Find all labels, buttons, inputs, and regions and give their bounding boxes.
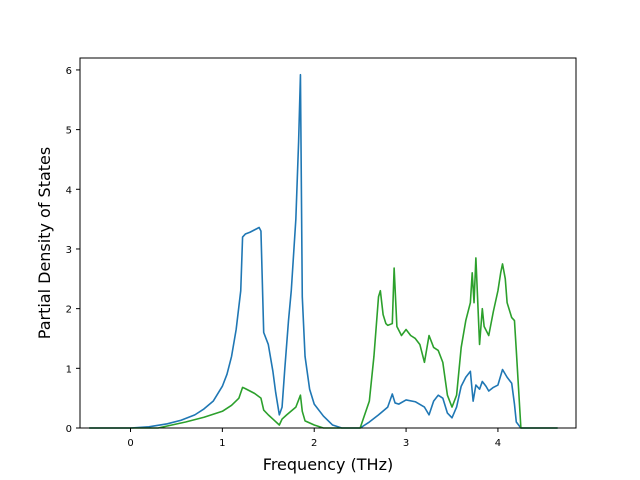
y-tick-label: 4 <box>66 185 72 196</box>
series-line-2 <box>89 257 558 429</box>
y-tick-label: 1 <box>66 364 72 375</box>
x-tick-label: 3 <box>403 438 409 449</box>
x-tick-label: 0 <box>127 438 133 449</box>
plot-background <box>80 58 576 428</box>
y-tick-label: 2 <box>66 305 72 316</box>
x-axis-ticks: 0 1 2 3 4 <box>127 428 501 449</box>
series-layer <box>89 73 558 429</box>
x-tick-label: 1 <box>219 438 225 449</box>
x-tick-label: 4 <box>495 438 501 449</box>
series-line-1 <box>89 73 558 429</box>
y-axis-ticks: 0 1 2 3 4 5 6 <box>66 66 80 435</box>
y-tick-label: 3 <box>66 245 72 256</box>
y-tick-label: 5 <box>66 126 72 137</box>
y-tick-label: 6 <box>66 66 72 77</box>
y-axis-label: Partial Density of States <box>35 147 54 339</box>
y-tick-label: 0 <box>66 424 72 435</box>
x-axis-label: Frequency (THz) <box>263 455 393 474</box>
plot-frame <box>79 57 577 429</box>
x-tick-label: 2 <box>311 438 317 449</box>
